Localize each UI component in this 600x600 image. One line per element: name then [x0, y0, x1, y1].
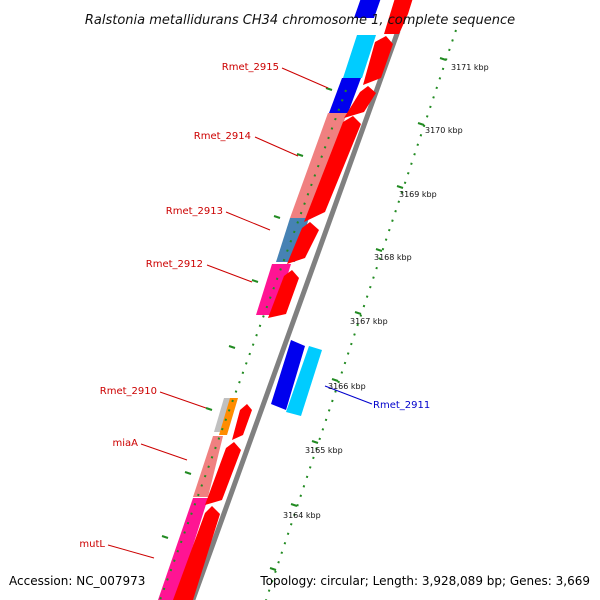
- gene-block: [271, 340, 305, 410]
- gene-label[interactable]: Rmet_2913: [166, 206, 223, 217]
- gene-block: [304, 116, 361, 222]
- gene-block: [205, 442, 241, 505]
- topology-text: Topology: circular; Length: 3,928,089 bp…: [260, 574, 590, 588]
- major-ticks: [269, 57, 447, 571]
- accession-text: Accession: NC_007973: [9, 574, 146, 588]
- kbp-label: 3167 kbp: [350, 317, 388, 326]
- kbp-label: 3171 kbp: [451, 63, 489, 72]
- gene-block: [276, 218, 309, 262]
- gene-label[interactable]: Rmet_2910: [100, 386, 157, 397]
- kbp-label: 3166 kbp: [328, 382, 366, 391]
- gene-block: [173, 506, 220, 600]
- tick-track: [159, 89, 347, 600]
- gene-block: [268, 270, 299, 318]
- gene-block: [343, 35, 376, 78]
- backbone-line: [190, 0, 412, 600]
- kbp-label: 3164 kbp: [283, 511, 321, 520]
- gene-block: [256, 264, 291, 315]
- kbp-label: 3170 kbp: [425, 126, 463, 135]
- major-ticks-left: [161, 87, 333, 539]
- gene-block: [287, 222, 319, 264]
- kbp-label: 3165 kbp: [305, 446, 343, 455]
- kbp-label: 3169 kbp: [399, 190, 437, 199]
- gene-block: [286, 346, 322, 416]
- gene-label[interactable]: Rmet_2911: [373, 400, 430, 411]
- gene-label[interactable]: miaA: [113, 438, 139, 449]
- label-leader-blue: [324, 385, 373, 405]
- gene-block: [232, 404, 252, 440]
- gene-label[interactable]: Rmet_2915: [222, 62, 279, 73]
- gene-label[interactable]: mutL: [79, 539, 105, 550]
- tick-track: [265, 29, 457, 600]
- gene-block: [219, 398, 238, 435]
- kbp-label: 3168 kbp: [374, 253, 412, 262]
- map-title: Ralstonia metallidurans CH34 chromosome …: [85, 13, 515, 28]
- gene-label[interactable]: Rmet_2912: [146, 259, 203, 270]
- gene-block: [158, 498, 208, 600]
- gene-block: [344, 86, 376, 118]
- gene-block: [329, 78, 361, 113]
- label-leaders: [107, 67, 329, 559]
- gene-label[interactable]: Rmet_2914: [194, 131, 251, 142]
- gene-block: [363, 36, 393, 85]
- gene-block: [354, 0, 381, 18]
- gene-block: [384, 0, 413, 34]
